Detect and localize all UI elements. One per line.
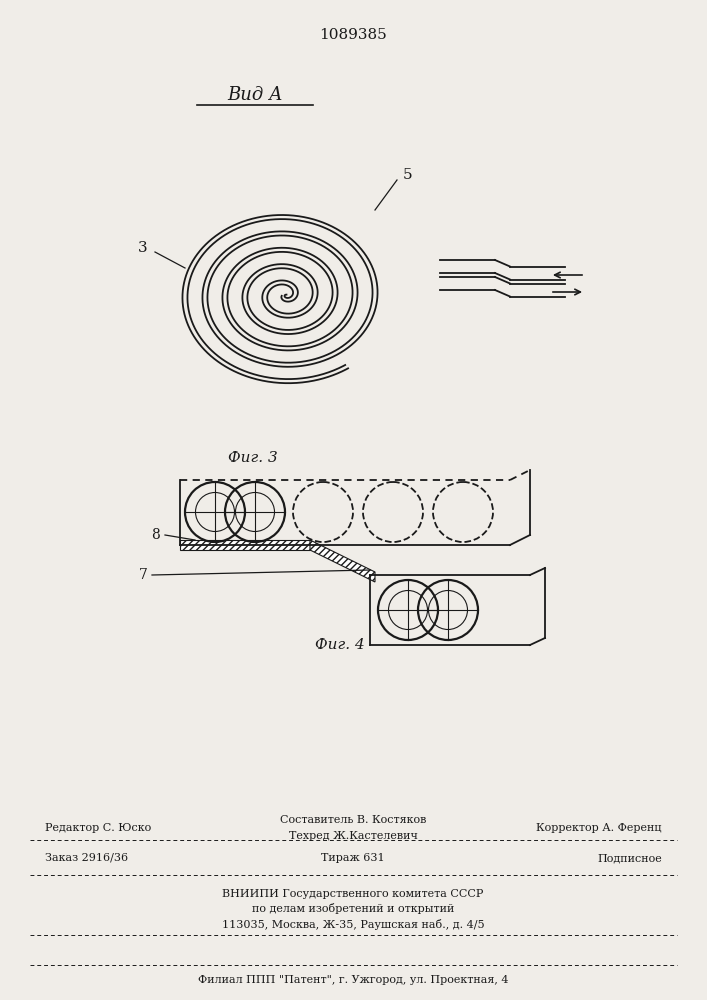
Text: Вид А: Вид А [227,86,283,104]
Text: 7: 7 [139,568,148,582]
Text: Составитель В. Костяков: Составитель В. Костяков [280,815,426,825]
Text: 1089385: 1089385 [319,28,387,42]
Text: по делам изобретений и открытий: по делам изобретений и открытий [252,904,454,914]
Text: 5: 5 [403,168,413,182]
Text: 8: 8 [151,528,160,542]
Text: Филиал ППП "Патент", г. Ужгород, ул. Проектная, 4: Филиал ППП "Патент", г. Ужгород, ул. Про… [198,975,508,985]
Bar [180,540,310,550]
Text: Техред Ж.Кастелевич: Техред Ж.Кастелевич [288,831,417,841]
Text: Фиг. 3: Фиг. 3 [228,451,278,465]
Text: ВНИИПИ Государственного комитета СССР: ВНИИПИ Государственного комитета СССР [222,889,484,899]
Text: Корректор А. Ференц: Корректор А. Ференц [537,823,662,833]
Text: 113035, Москва, Ж-35, Раушская наб., д. 4/5: 113035, Москва, Ж-35, Раушская наб., д. … [222,918,484,930]
Text: Тираж 631: Тираж 631 [321,853,385,863]
Text: Заказ 2916/36: Заказ 2916/36 [45,853,128,863]
Text: 3: 3 [138,241,148,255]
Text: Подписное: Подписное [597,853,662,863]
Polygon shape [310,540,375,582]
Text: Фиг. 4: Фиг. 4 [315,638,365,652]
Text: Редактор С. Юско: Редактор С. Юско [45,823,151,833]
